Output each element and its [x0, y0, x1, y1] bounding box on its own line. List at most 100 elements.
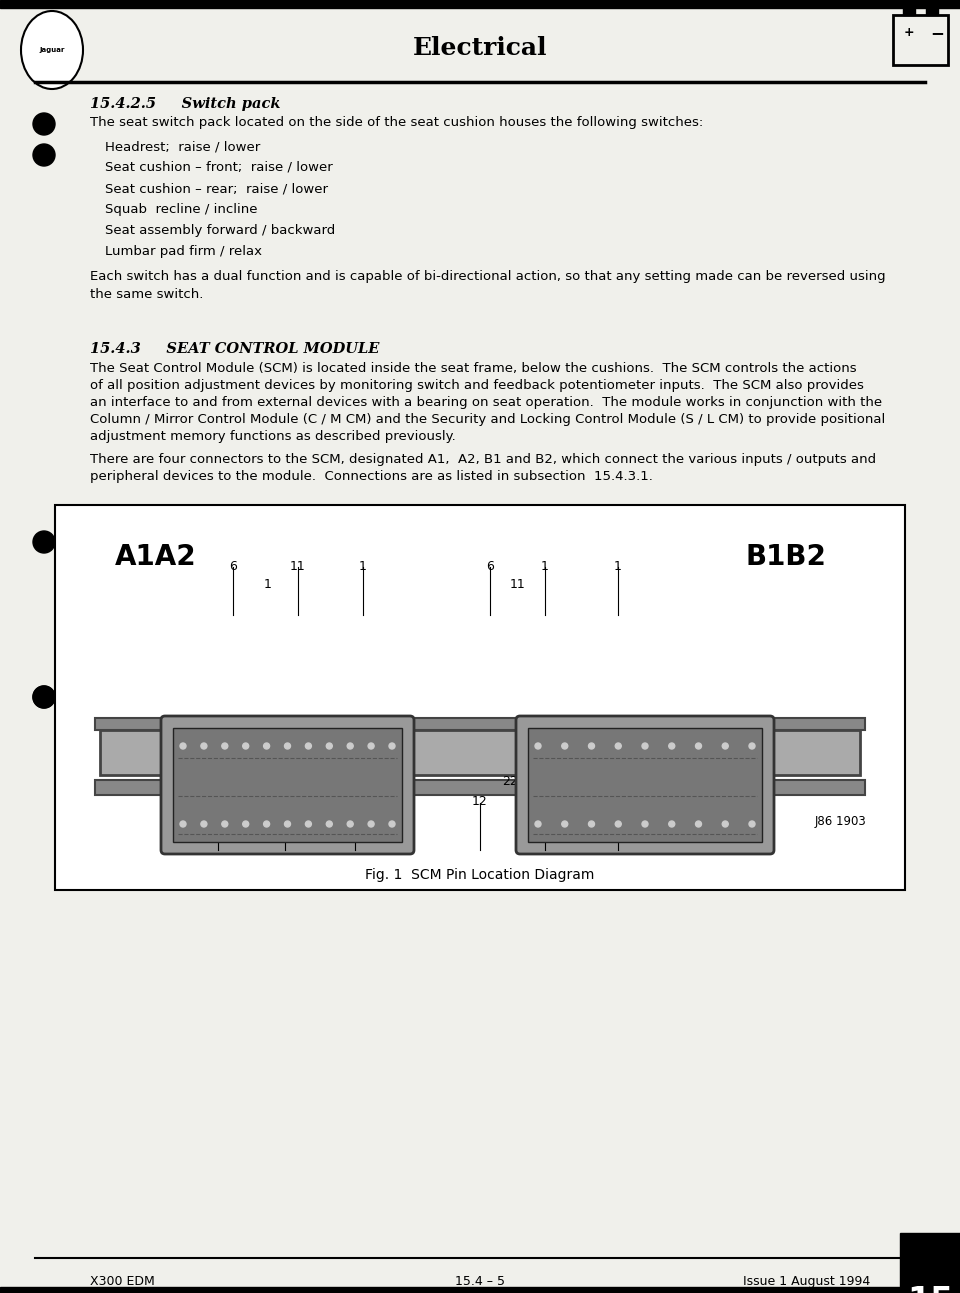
Circle shape [305, 821, 311, 828]
Text: Seat cushion – rear;  raise / lower: Seat cushion – rear; raise / lower [105, 182, 328, 195]
Text: The seat switch pack located on the side of the seat cushion houses the followin: The seat switch pack located on the side… [90, 116, 704, 129]
Circle shape [535, 743, 541, 749]
Circle shape [642, 743, 648, 749]
Circle shape [33, 112, 55, 134]
Ellipse shape [21, 12, 83, 89]
Circle shape [326, 743, 332, 749]
Circle shape [348, 743, 353, 749]
Bar [893, 16, 948, 65]
Circle shape [180, 743, 186, 749]
Text: 11: 11 [290, 560, 306, 573]
Text: Fig. 1  SCM Pin Location Diagram: Fig. 1 SCM Pin Location Diagram [366, 868, 594, 882]
Circle shape [695, 821, 702, 828]
Text: 15.4 – 5: 15.4 – 5 [455, 1275, 505, 1288]
Circle shape [389, 821, 395, 828]
Text: Seat cushion – front;  raise / lower: Seat cushion – front; raise / lower [105, 162, 333, 175]
Circle shape [669, 821, 675, 828]
Text: 12: 12 [210, 795, 226, 808]
FancyBboxPatch shape [161, 716, 414, 853]
Circle shape [535, 821, 541, 828]
Text: peripheral devices to the module.  Connections are as listed in subsection  15.4: peripheral devices to the module. Connec… [90, 469, 653, 484]
Text: Column / Mirror Control Module (C / M CM) and the Security and Locking Control M: Column / Mirror Control Module (C / M CM… [90, 412, 885, 425]
Circle shape [348, 821, 353, 828]
Circle shape [722, 743, 729, 749]
Bar [900, 1234, 960, 1293]
Bar [100, 731, 860, 775]
Circle shape [615, 743, 621, 749]
Circle shape [562, 743, 567, 749]
Bar [0, 1287, 960, 1293]
Circle shape [562, 821, 567, 828]
Circle shape [33, 687, 55, 709]
Text: Jaguar: Jaguar [39, 47, 64, 53]
Text: Lumbar pad firm / relax: Lumbar pad firm / relax [105, 244, 262, 259]
Text: 15.4.2.5     Switch pack: 15.4.2.5 Switch pack [90, 97, 280, 111]
Text: X300 EDM: X300 EDM [90, 1275, 155, 1288]
Circle shape [642, 821, 648, 828]
Circle shape [305, 743, 311, 749]
Text: Seat assembly forward / backward: Seat assembly forward / backward [105, 224, 335, 237]
Text: +: + [903, 26, 914, 40]
Text: 11: 11 [510, 578, 526, 591]
Text: 7: 7 [266, 775, 274, 787]
Circle shape [722, 821, 729, 828]
Text: 22: 22 [277, 795, 293, 808]
Bar [95, 780, 865, 795]
Text: 12: 12 [611, 795, 626, 808]
Text: 1: 1 [264, 578, 272, 591]
Circle shape [243, 821, 249, 828]
Circle shape [284, 743, 291, 749]
Text: Squab  recline / incline: Squab recline / incline [105, 203, 257, 216]
Text: 6: 6 [229, 560, 237, 573]
Text: 1: 1 [614, 560, 622, 573]
Text: 1: 1 [541, 560, 549, 573]
Text: 12: 12 [348, 795, 363, 808]
Circle shape [588, 743, 594, 749]
Text: Issue 1 August 1994: Issue 1 August 1994 [743, 1275, 870, 1288]
Bar [95, 718, 865, 731]
Text: the same switch.: the same switch. [90, 288, 204, 301]
Circle shape [180, 821, 186, 828]
Circle shape [669, 743, 675, 749]
Text: The Seat Control Module (SCM) is located inside the seat frame, below the cushio: The Seat Control Module (SCM) is located… [90, 362, 856, 375]
Text: 15: 15 [907, 1285, 953, 1293]
Circle shape [695, 743, 702, 749]
Bar [528, 728, 762, 842]
Text: 12: 12 [472, 795, 488, 808]
Text: J86 1903: J86 1903 [815, 815, 867, 828]
Text: adjustment memory functions as described previously.: adjustment memory functions as described… [90, 431, 456, 443]
Text: Electrical: Electrical [413, 36, 547, 59]
Circle shape [615, 821, 621, 828]
Text: 7: 7 [541, 795, 549, 808]
Circle shape [284, 821, 291, 828]
Text: 15.4.3     SEAT CONTROL MODULE: 15.4.3 SEAT CONTROL MODULE [90, 343, 379, 356]
Text: A1A2: A1A2 [115, 543, 197, 572]
Circle shape [33, 687, 55, 709]
Circle shape [264, 821, 270, 828]
Circle shape [264, 743, 270, 749]
Text: Headrest;  raise / lower: Headrest; raise / lower [105, 140, 260, 153]
Bar [0, 0, 960, 8]
Text: 1: 1 [359, 560, 367, 573]
Text: 22: 22 [502, 775, 517, 787]
Circle shape [326, 821, 332, 828]
Circle shape [201, 743, 207, 749]
Circle shape [588, 821, 594, 828]
Text: of all position adjustment devices by monitoring switch and feedback potentiomet: of all position adjustment devices by mo… [90, 379, 864, 392]
Circle shape [389, 743, 395, 749]
Bar [903, 8, 915, 16]
Bar [926, 8, 938, 16]
Circle shape [201, 821, 207, 828]
Text: There are four connectors to the SCM, designated A1,  A2, B1 and B2, which conne: There are four connectors to the SCM, de… [90, 453, 876, 465]
Text: carmanualsonline.info: carmanualsonline.info [746, 1288, 870, 1293]
Text: an interface to and from external devices with a bearing on seat operation.  The: an interface to and from external device… [90, 396, 882, 409]
Circle shape [33, 144, 55, 166]
FancyBboxPatch shape [516, 716, 774, 853]
Circle shape [368, 743, 374, 749]
Circle shape [368, 821, 374, 828]
Bar [173, 728, 402, 842]
Text: −: − [930, 25, 944, 41]
Text: B1B2: B1B2 [745, 543, 826, 572]
Bar [55, 506, 905, 890]
Circle shape [749, 821, 755, 828]
